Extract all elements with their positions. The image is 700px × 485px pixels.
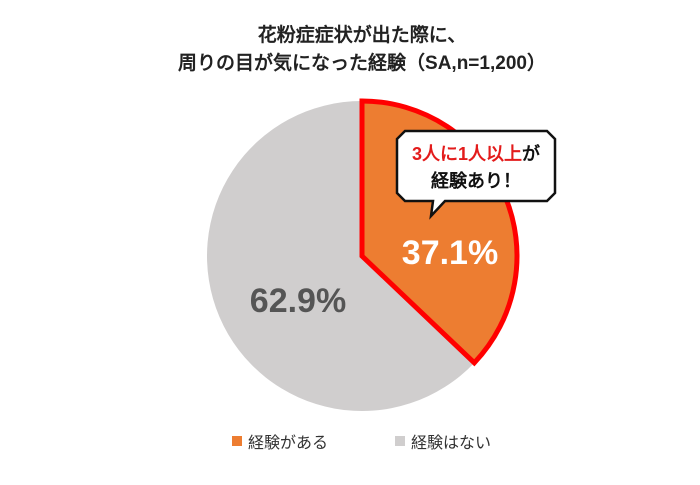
- callout-line-1: 3人に1人以上が: [412, 143, 540, 164]
- chart-title-line-2: 周りの目が気になった経験（SA,n=1,200）: [178, 53, 546, 74]
- callout-shape: [395, 129, 557, 220]
- legend-item-no: 経験はない: [395, 429, 491, 453]
- legend-label-yes: 経験がある: [248, 435, 329, 452]
- chart-title-line-1: 花粉症症状が出た際に、: [257, 25, 467, 46]
- callout-suffix: が: [522, 143, 540, 164]
- callout-line-2: 経験あり！: [431, 170, 521, 191]
- data-label-1: 37.1%: [402, 234, 498, 272]
- chart-title: 花粉症症状が出た際に、 周りの目が気になった経験（SA,n=1,200）: [0, 22, 700, 78]
- legend-swatch-yes: [232, 436, 242, 446]
- legend-swatch-no: [395, 436, 405, 446]
- callout-emphasis: 3人に1人以上: [412, 144, 522, 164]
- legend-label-no: 経験はない: [411, 435, 492, 452]
- pie-slice-2: [206, 100, 475, 411]
- legend-item-yes: 経験がある: [232, 429, 328, 453]
- data-label-2: 62.9%: [250, 282, 346, 320]
